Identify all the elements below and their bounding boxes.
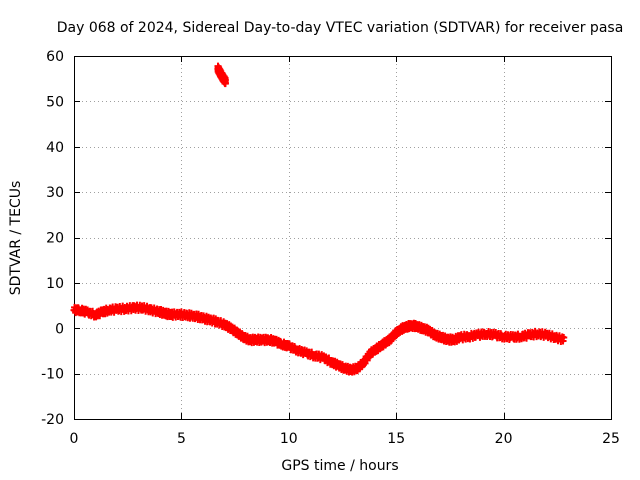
x-tick-label: 20 (495, 431, 513, 447)
y-tick-label: 50 (46, 94, 64, 110)
x-tick-label: 0 (70, 431, 79, 447)
y-tick-label: 40 (46, 140, 64, 156)
y-tick-label: 10 (46, 276, 64, 292)
y-axis-label: SDTVAR / TECUs (8, 181, 24, 296)
x-axis-label: GPS time / hours (281, 458, 398, 474)
data-point (560, 333, 568, 341)
chart-title: Day 068 of 2024, Sidereal Day-to-day VTE… (57, 20, 624, 36)
y-tick-label: 0 (55, 321, 64, 337)
data-point (221, 79, 229, 87)
data-points (70, 62, 568, 376)
x-tick-label: 10 (280, 431, 298, 447)
y-tick-label: -20 (41, 412, 64, 428)
x-tick-label: 25 (602, 431, 620, 447)
y-tick-label: 20 (46, 231, 64, 247)
x-axis-tick-labels: 0 5 10 15 20 25 (70, 431, 620, 447)
x-tick-label: 5 (177, 431, 186, 447)
y-tick-label: 30 (46, 185, 64, 201)
series-group (70, 301, 568, 376)
series-group (214, 62, 229, 88)
y-axis-tick-labels: -20 -10 0 10 20 30 40 50 60 (41, 49, 64, 428)
grid-lines (74, 56, 611, 419)
y-tick-label: -10 (41, 367, 64, 383)
axis-ticks (74, 56, 612, 420)
x-tick-label: 15 (387, 431, 405, 447)
y-tick-label: 60 (46, 49, 64, 65)
